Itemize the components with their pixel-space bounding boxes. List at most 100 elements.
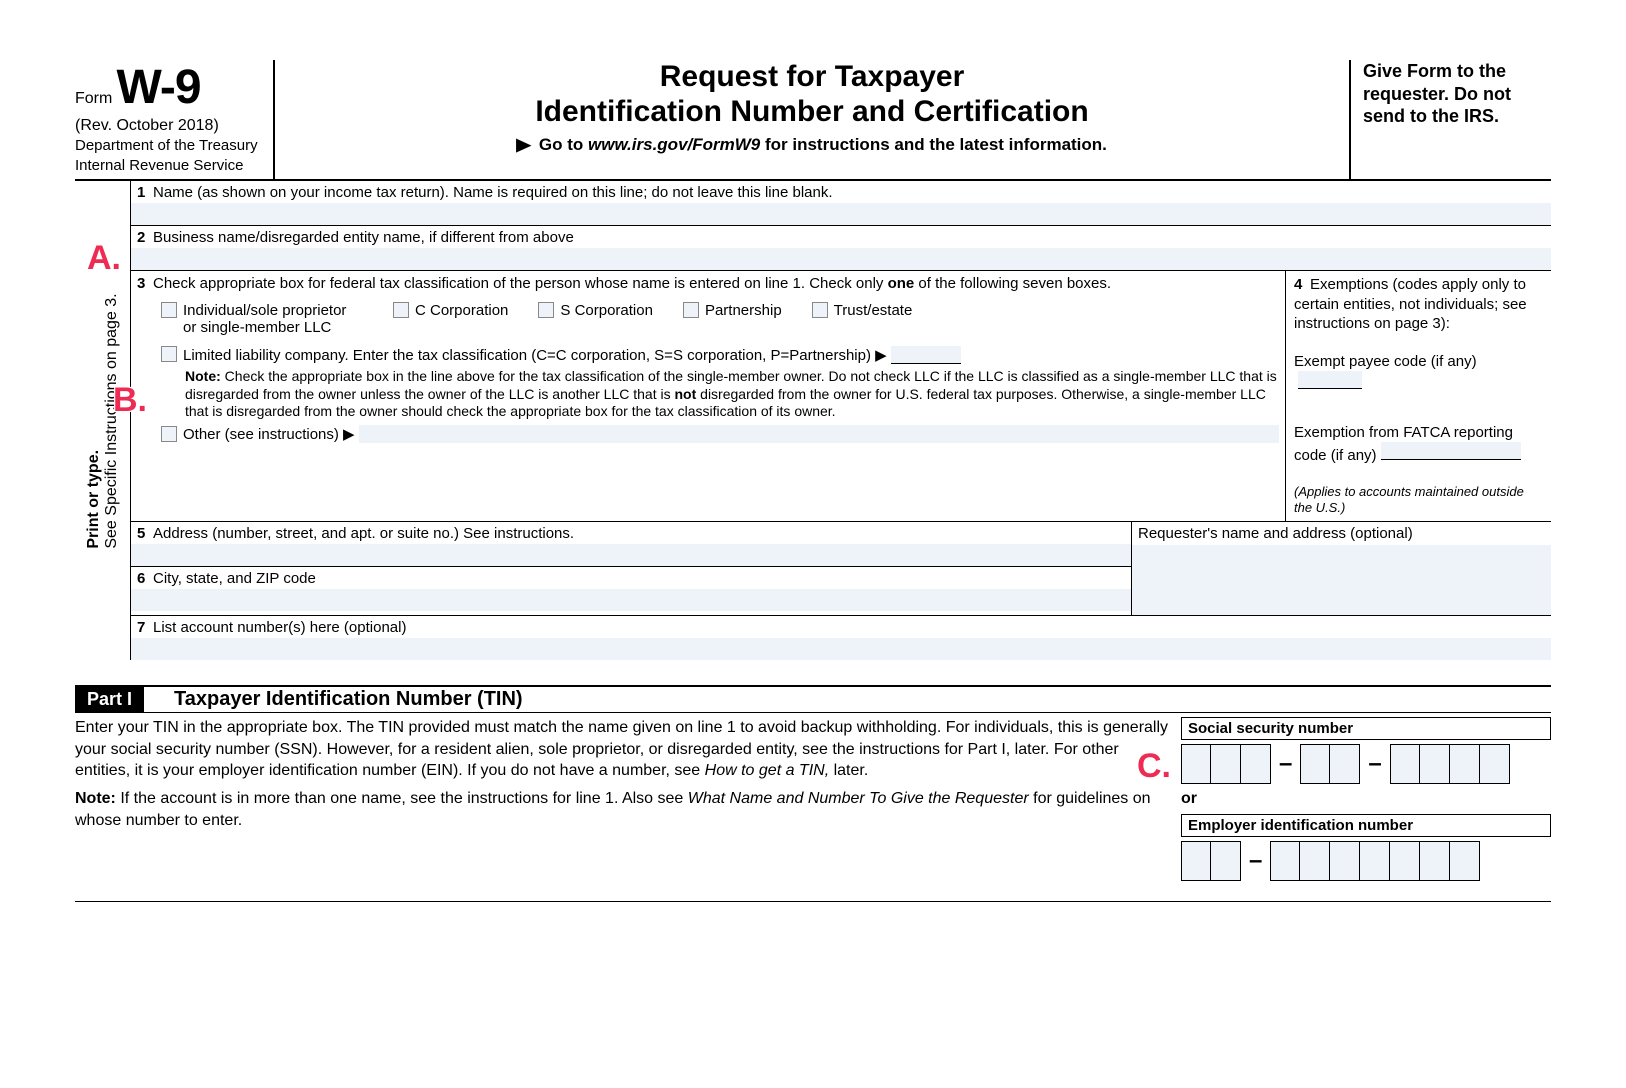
form-header: Form W-9 (Rev. October 2018) Department … bbox=[75, 60, 1551, 181]
l3-lead-b: one bbox=[888, 275, 915, 292]
opt-scorp: S Corporation bbox=[560, 302, 653, 319]
header-right: Give Form to the requester. Do not send … bbox=[1351, 60, 1551, 179]
sidebar-text: Print or type. See Specific Instructions… bbox=[85, 293, 121, 548]
line-7-text: List account number(s) here (optional) bbox=[153, 619, 406, 636]
note-label: Note: bbox=[185, 368, 221, 384]
ssn-d7[interactable] bbox=[1420, 744, 1450, 784]
l4-payee: Exempt payee code (if any) bbox=[1294, 352, 1543, 395]
l4-note: (Applies to accounts maintained outside … bbox=[1294, 484, 1543, 518]
ssn-d1[interactable] bbox=[1181, 744, 1211, 784]
line-4: 4Exemptions (codes apply only to certain… bbox=[1286, 271, 1551, 521]
ein-d9[interactable] bbox=[1450, 841, 1480, 881]
p1-text-a: Enter your TIN in the appropriate box. T… bbox=[75, 719, 1168, 779]
ssn-d4[interactable] bbox=[1300, 744, 1330, 784]
form-label: Form bbox=[75, 90, 112, 107]
ein-d5[interactable] bbox=[1330, 841, 1360, 881]
ssn-d2[interactable] bbox=[1211, 744, 1241, 784]
checkbox-icon[interactable] bbox=[393, 302, 409, 318]
dash-icon: – bbox=[1241, 847, 1270, 875]
line-2-input[interactable] bbox=[131, 248, 1551, 270]
line-1-input[interactable] bbox=[131, 203, 1551, 225]
requester-box: Requester's name and address (optional) bbox=[1131, 522, 1551, 615]
requester-label: Requester's name and address (optional) bbox=[1132, 522, 1551, 545]
ssn-d3[interactable] bbox=[1241, 744, 1271, 784]
line-1-label: 1Name (as shown on your income tax retur… bbox=[131, 181, 1551, 203]
address-left: 5Address (number, street, and apt. or su… bbox=[131, 522, 1131, 615]
opt-ccorp: C Corporation bbox=[415, 302, 508, 319]
opt-partnership: Partnership bbox=[705, 302, 782, 319]
line-5-label: 5Address (number, street, and apt. or su… bbox=[131, 522, 1131, 544]
line-6-text: City, state, and ZIP code bbox=[153, 570, 316, 587]
check-ccorp[interactable]: C Corporation bbox=[393, 302, 508, 319]
ein-d2[interactable] bbox=[1211, 841, 1241, 881]
line-2-label: 2Business name/disregarded entity name, … bbox=[131, 226, 1551, 248]
ssn-d9[interactable] bbox=[1480, 744, 1510, 784]
note-b: not bbox=[675, 386, 697, 402]
check-scorp[interactable]: S Corporation bbox=[538, 302, 653, 319]
part1-tag: Part I bbox=[75, 687, 144, 712]
check-row-1: Individual/sole proprietor or single-mem… bbox=[161, 302, 1279, 336]
line-5-input[interactable] bbox=[131, 544, 1131, 566]
dash-icon: – bbox=[1271, 750, 1300, 778]
ein-d3[interactable] bbox=[1270, 841, 1300, 881]
revision: (Rev. October 2018) bbox=[75, 117, 273, 135]
ssn-d5[interactable] bbox=[1330, 744, 1360, 784]
department: Department of the Treasury bbox=[75, 137, 273, 155]
p1-text-b: How to get a TIN, bbox=[705, 762, 830, 779]
ein-label: Employer identification number bbox=[1181, 814, 1551, 837]
check-trust[interactable]: Trust/estate bbox=[812, 302, 913, 319]
ein-d6[interactable] bbox=[1360, 841, 1390, 881]
l3-lead-a: Check appropriate box for federal tax cl… bbox=[153, 275, 888, 292]
ssn-label: Social security number bbox=[1181, 717, 1551, 740]
ein-d1[interactable] bbox=[1181, 841, 1211, 881]
tin-right: Social security number – – or Employer i… bbox=[1181, 717, 1551, 881]
ein-d7[interactable] bbox=[1390, 841, 1420, 881]
check-other[interactable]: Other (see instructions) ▶ bbox=[161, 425, 1279, 443]
fatca-input[interactable] bbox=[1381, 442, 1521, 460]
check-partnership[interactable]: Partnership bbox=[683, 302, 782, 319]
ssn-d6[interactable] bbox=[1390, 744, 1420, 784]
checkbox-icon[interactable] bbox=[161, 346, 177, 362]
header-left: Form W-9 (Rev. October 2018) Department … bbox=[75, 60, 275, 179]
tin-text: Enter your TIN in the appropriate box. T… bbox=[75, 717, 1181, 881]
l4-fatca: Exemption from FATCA reporting code (if … bbox=[1294, 423, 1543, 466]
line-6-input[interactable] bbox=[131, 589, 1131, 611]
line-2-text: Business name/disregarded entity name, i… bbox=[153, 229, 574, 246]
requester-input[interactable] bbox=[1132, 545, 1551, 615]
p1-note-label: Note: bbox=[75, 790, 116, 807]
line-3-lead: 3Check appropriate box for federal tax c… bbox=[137, 275, 1279, 292]
service: Internal Revenue Service bbox=[75, 157, 273, 175]
other-input[interactable] bbox=[359, 425, 1279, 443]
l4-lead: 4Exemptions (codes apply only to certain… bbox=[1294, 275, 1543, 334]
or-label: or bbox=[1181, 790, 1551, 808]
ssn-digits[interactable]: – – bbox=[1181, 744, 1551, 784]
llc-classification-input[interactable] bbox=[891, 346, 961, 364]
ein-digits[interactable]: – bbox=[1181, 841, 1551, 881]
form-number: W-9 bbox=[117, 61, 201, 114]
check-individual[interactable]: Individual/sole proprietor or single-mem… bbox=[161, 302, 363, 336]
exempt-payee-input[interactable] bbox=[1298, 371, 1362, 389]
bottom-rule bbox=[75, 901, 1551, 902]
check-llc[interactable]: Limited liability company. Enter the tax… bbox=[161, 346, 1279, 364]
goto-line: ▶ Go to www.irs.gov/FormW9 for instructi… bbox=[285, 135, 1339, 155]
line-7-input[interactable] bbox=[131, 638, 1551, 660]
title-line2: Identification Number and Certification bbox=[285, 95, 1339, 130]
checkbox-icon[interactable] bbox=[683, 302, 699, 318]
title-line1: Request for Taxpayer bbox=[285, 60, 1339, 95]
checkbox-icon[interactable] bbox=[161, 426, 177, 442]
l3-lead-c: of the following seven boxes. bbox=[914, 275, 1111, 292]
opt-individual: Individual/sole proprietor or single-mem… bbox=[183, 302, 363, 336]
line-5: 5Address (number, street, and apt. or su… bbox=[131, 522, 1131, 567]
checkbox-icon[interactable] bbox=[812, 302, 828, 318]
checkbox-icon[interactable] bbox=[161, 302, 177, 318]
arrow-icon: ▶ bbox=[516, 135, 530, 155]
p1-note-a: If the account is in more than one name,… bbox=[116, 790, 688, 807]
ein-d4[interactable] bbox=[1300, 841, 1330, 881]
p1-text-c: later. bbox=[829, 762, 868, 779]
sidebar: Print or type. See Specific Instructions… bbox=[75, 181, 130, 660]
checkbox-icon[interactable] bbox=[538, 302, 554, 318]
ssn-d8[interactable] bbox=[1450, 744, 1480, 784]
line-3-4-wrap: 3Check appropriate box for federal tax c… bbox=[131, 271, 1551, 522]
goto-prefix: Go to bbox=[539, 135, 583, 154]
ein-d8[interactable] bbox=[1420, 841, 1450, 881]
